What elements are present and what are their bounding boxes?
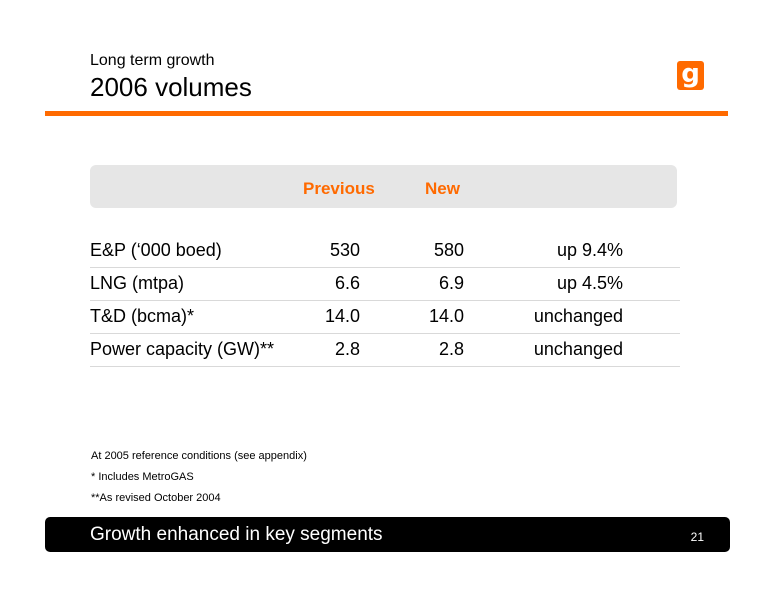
row-previous-value: 2.8: [334, 339, 360, 359]
row-new-value: 6.9: [438, 273, 464, 293]
table-header-band: [90, 165, 677, 208]
row-change: up 9.4%: [556, 240, 623, 260]
row-change: unchanged: [533, 339, 623, 359]
row-change: unchanged: [533, 306, 623, 326]
table-row: Power capacity (GW)** 2.8 2.8 unchanged: [90, 333, 680, 367]
footnotes: At 2005 reference conditions (see append…: [91, 450, 307, 513]
footnote: At 2005 reference conditions (see append…: [91, 450, 307, 462]
table-row: E&P (‘000 boed) 530 580 up 9.4%: [90, 234, 680, 268]
table-row: T&D (bcma)* 14.0 14.0 unchanged: [90, 300, 680, 334]
row-change: up 4.5%: [556, 273, 623, 293]
header-rule: [45, 111, 728, 116]
footer-bar: Growth enhanced in key segments 21: [45, 517, 730, 552]
slide-title: 2006 volumes: [90, 72, 252, 102]
row-previous-value: 6.6: [334, 273, 360, 293]
row-previous-value: 14.0: [324, 306, 360, 326]
table-row: LNG (mtpa) 6.6 6.9 up 4.5%: [90, 267, 680, 301]
row-label: Power capacity (GW)**: [90, 339, 275, 359]
row-new-value: 14.0: [428, 306, 464, 326]
row-new-value: 2.8: [438, 339, 464, 359]
column-header-new: New: [425, 179, 460, 198]
slide-subtitle: Long term growth: [90, 52, 215, 69]
row-previous-value: 530: [329, 240, 360, 260]
brand-logo: g: [677, 61, 704, 90]
row-label: LNG (mtpa): [90, 273, 185, 293]
footer-message: Growth enhanced in key segments: [90, 524, 383, 545]
footnote: **As revised October 2004: [91, 492, 221, 504]
row-label: E&P (‘000 boed): [90, 240, 222, 260]
column-header-previous: Previous: [303, 179, 375, 198]
footnote: * Includes MetroGAS: [91, 471, 194, 483]
row-label: T&D (bcma)*: [90, 306, 195, 326]
row-new-value: 580: [433, 240, 464, 260]
page-number: 21: [690, 530, 704, 544]
